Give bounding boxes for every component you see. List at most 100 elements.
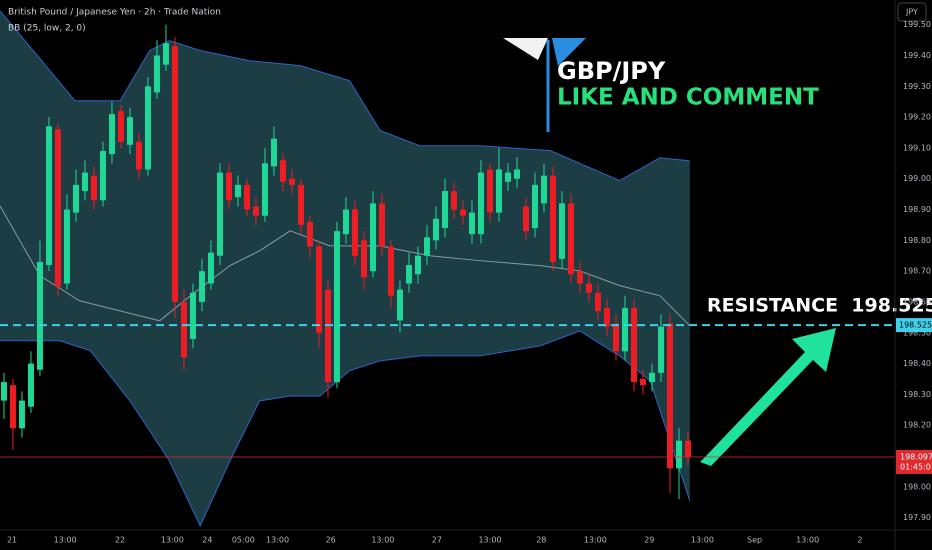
candle-body [360,240,367,278]
indicator-label: BB (25, low, 2, 0) [8,24,86,34]
candle-body [648,372,655,383]
candle-body [621,308,628,352]
candle-body [198,271,205,302]
y-tick-label: 198.20 [903,421,931,430]
candle-body [585,283,592,293]
candle-body [369,203,376,272]
y-tick-label: 198.00 [903,482,931,491]
candle-body [513,169,520,179]
candle-body [261,163,268,216]
x-tick-label: 13:00 [371,536,394,545]
candle-body [225,172,232,201]
candle-body [666,323,673,469]
x-tick-label: 13:00 [584,536,607,545]
candle-body [531,184,538,229]
candle-body [414,255,421,275]
y-tick-label: 199.00 [903,174,931,183]
candle-body [252,206,259,216]
candle-body [270,138,277,167]
x-tick-label: 13:00 [478,536,501,545]
price-label: 198.097 [900,452,932,461]
logo-blue [552,38,586,66]
countdown-label: 01:45:07 [900,462,932,471]
x-tick-label: 21 [7,536,17,545]
band-lower [0,330,691,528]
candle-body [36,261,43,370]
candle-body [567,203,574,275]
candle-body [477,172,484,235]
candle-body [288,178,295,185]
candle-body [216,172,223,256]
price-box [896,449,932,474]
logo-white [503,38,548,60]
y-tick-label: 198.40 [903,359,931,368]
candle-body [387,246,394,296]
cta-label: LIKE AND COMMENT [557,85,819,111]
candle-body [540,175,547,204]
candle-body [108,114,115,155]
candle-body [342,209,349,235]
x-tick-label: 27 [432,536,442,545]
candle-body [468,212,475,235]
candle-body [459,209,466,216]
candle-body [234,184,241,198]
pair-label: GBP/JPY [557,57,666,85]
candle-body [486,169,493,213]
candle-body [450,191,457,210]
x-tick-label: 13:00 [796,536,819,545]
candle-body [522,206,529,232]
x-tick-label: 13:00 [54,536,77,545]
x-tick-label: 29 [644,536,654,545]
candle-body [576,271,583,284]
candle-body [27,363,34,407]
candle-body [0,382,7,401]
x-tick-label: 28 [536,536,546,545]
y-tick-label: 198.50 [903,328,931,337]
candle-body [171,46,178,302]
candle-body [324,289,331,383]
candle-body [441,191,448,229]
y-tick-label: 199.30 [903,82,931,91]
candle-body [594,292,601,312]
candle-body [81,172,88,192]
candle-body [630,308,637,383]
currency-label[interactable]: JPY [905,8,918,17]
candle-body [549,175,556,262]
candle-body [54,129,61,287]
candle-body [180,301,187,358]
candle-body [162,43,169,65]
candle-body [378,203,385,247]
candle-body [117,110,124,142]
x-tick-label: 2 [857,536,862,545]
y-tick-label: 197.90 [903,513,931,522]
candle-body [279,160,286,182]
candle-body [396,289,403,321]
candle-body [423,237,430,256]
y-tick-label: 199.10 [903,143,931,152]
candle-body [126,117,133,145]
candle-body [639,379,646,386]
candle-body [45,126,52,265]
y-tick-label: 198.80 [903,236,931,245]
y-tick-label: 198.30 [903,390,931,399]
x-tick-label: 22 [115,536,125,545]
x-tick-label: 13:00 [161,536,184,545]
candle-body [144,86,151,170]
x-tick-label: 05:00 [232,536,255,545]
candle-body [9,385,16,429]
y-tick-label: 199.40 [903,51,931,60]
candle-body [72,184,79,213]
candle-body [405,265,412,284]
y-tick-label: 198.60 [903,297,931,306]
resistance-label: RESISTANCE 198.525 [707,295,932,317]
candle-body [684,440,691,457]
y-tick-label: 198.70 [903,267,931,276]
candle-body [207,252,214,284]
x-tick-label: 13:00 [266,536,289,545]
symbol-title: British Pound / Japanese Yen · 2h · Trad… [8,8,221,18]
y-tick-label: 198.90 [903,205,931,214]
currency-box[interactable] [897,2,927,22]
candle-body [351,209,358,256]
candle-body [135,141,142,170]
